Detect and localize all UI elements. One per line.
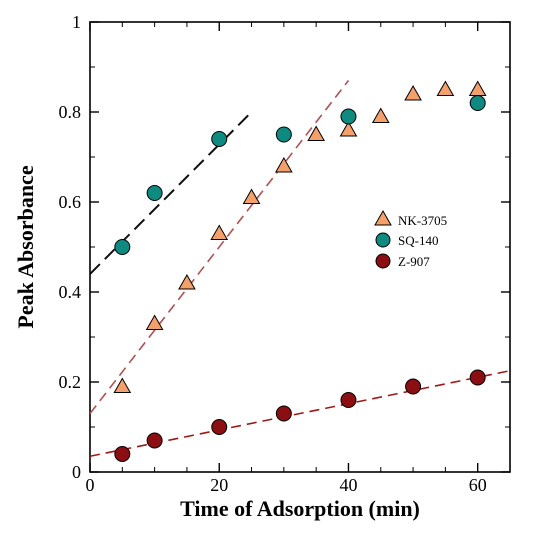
y-tick-label: 0 [72, 462, 81, 482]
x-tick-label: 40 [339, 475, 357, 495]
y-tick-label: 0.4 [59, 282, 82, 302]
data-point-z-907 [114, 446, 131, 462]
y-tick-label: 1 [72, 12, 81, 32]
data-point-sq-140 [211, 131, 228, 147]
data-point-nk-3705 [404, 84, 422, 101]
data-point-nk-3705 [210, 224, 229, 240]
fit-line-1 [89, 111, 253, 275]
legend-marker-nk-3705 [374, 209, 392, 226]
data-point-nk-3705 [274, 156, 293, 173]
data-point-z-907 [469, 369, 486, 386]
data-point-sq-140 [275, 126, 292, 143]
data-point-nk-3705 [436, 80, 455, 96]
data-point-nk-3705 [145, 314, 164, 330]
data-point-nk-3705 [339, 120, 358, 137]
y-axis-title: Peak Absorbance [13, 165, 38, 328]
data-point-z-907 [405, 378, 422, 395]
data-point-sq-140 [469, 95, 486, 111]
data-point-z-907 [146, 432, 163, 449]
y-tick-label: 0.6 [59, 192, 82, 212]
x-tick-label: 20 [210, 475, 228, 495]
legend-marker-sq-140 [375, 232, 391, 248]
data-point-nk-3705 [242, 188, 261, 204]
fit-line-2 [89, 80, 350, 414]
legend: NK-3705 SQ-140 Z-907 [374, 209, 447, 269]
data-markers [113, 80, 487, 462]
data-point-nk-3705 [178, 273, 196, 290]
legend-marker-z-907 [375, 253, 391, 269]
data-point-nk-3705 [113, 377, 132, 393]
data-point-z-907 [340, 392, 357, 408]
legend-label-nk-3705: NK-3705 [398, 213, 447, 228]
y-tick-label: 0.2 [59, 372, 82, 392]
data-point-nk-3705 [371, 107, 390, 123]
legend-label-sq-140: SQ-140 [398, 233, 438, 248]
x-axis-title: Time of Adsorption (min) [180, 496, 420, 521]
legend-label-z-907: Z-907 [398, 254, 430, 269]
data-point-nk-3705 [468, 80, 487, 96]
data-point-sq-140 [146, 185, 163, 201]
x-tick-label: 60 [469, 475, 487, 495]
axis-ticks: 0 20 40 60 0 0.2 0.4 0.6 0.8 1 [59, 12, 510, 495]
data-point-sq-140 [114, 239, 131, 255]
data-point-z-907 [211, 419, 228, 435]
data-point-sq-140 [340, 108, 357, 125]
fit-lines [89, 80, 511, 458]
data-point-z-907 [275, 405, 292, 422]
x-tick-label: 0 [86, 475, 95, 495]
y-tick-label: 0.8 [59, 102, 82, 122]
data-point-nk-3705 [307, 125, 326, 141]
